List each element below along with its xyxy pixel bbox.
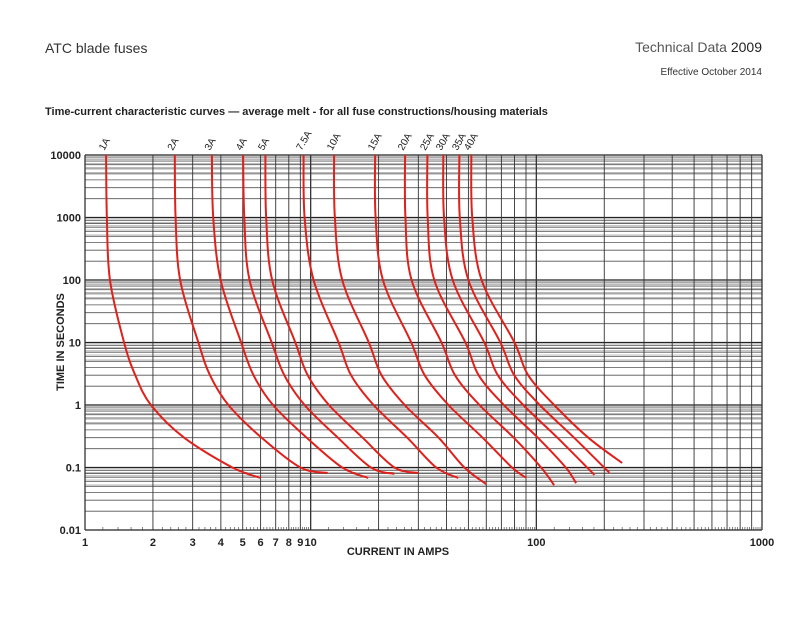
y-tick-label: 10	[69, 338, 81, 350]
x-tick-label: 5	[240, 537, 246, 549]
x-tick-label: 1000	[750, 537, 774, 549]
fuse-curve-40A	[470, 154, 623, 464]
x-tick-label: 2	[150, 537, 156, 549]
y-tick-label: 1000	[57, 213, 81, 225]
y-axis-label: TIME IN SECONDS	[55, 293, 67, 391]
x-axis-label: CURRENT IN AMPS	[347, 546, 449, 558]
fuse-curve-35A	[458, 154, 611, 474]
x-tick-label: 1	[82, 537, 88, 549]
y-tick-label: 0.1	[66, 463, 81, 475]
x-tick-label: 3	[190, 537, 196, 549]
fuse-curve-5A	[264, 154, 419, 474]
curve-label-5A: 5A	[256, 136, 272, 152]
grid	[84, 154, 763, 531]
y-tick-label: 0.01	[60, 525, 81, 537]
curve-label-10A: 10A	[325, 131, 344, 152]
x-tick-label: 7	[273, 537, 279, 549]
y-tick-label: 100	[63, 275, 81, 287]
fuse-curve-4A	[242, 154, 395, 475]
fuse-curve-20A	[403, 154, 556, 486]
fuse-curve-10A	[333, 154, 487, 486]
y-tick-label: 1	[75, 400, 81, 412]
curve-label-25A: 25A	[418, 131, 437, 152]
x-tick-label: 8	[286, 537, 292, 549]
curve-label-3A: 3A	[203, 136, 219, 152]
document-title: ATC blade fuses	[45, 40, 148, 56]
chart-title: Time-current characteristic curves — ave…	[45, 106, 548, 118]
curve-label-7.5A: 7.5A	[295, 129, 315, 153]
technical-data-label: Technical Data 2009	[635, 39, 762, 55]
x-tick-label: 10	[305, 537, 317, 549]
x-tick-label: 6	[258, 537, 264, 549]
curve-label-2A: 2A	[166, 136, 182, 152]
technical-data-text: Technical Data	[635, 39, 727, 55]
effective-date: Effective October 2014	[660, 67, 762, 78]
x-tick-label: 100	[527, 537, 545, 549]
fuse-curve-7.5A	[302, 154, 459, 479]
x-tick-label: 4	[218, 537, 225, 549]
curve-label-15A: 15A	[366, 131, 385, 152]
fuse-curve-3A	[210, 154, 369, 479]
curve-label-40A: 40A	[462, 131, 481, 152]
curve-label-4A: 4A	[234, 136, 250, 152]
fuse-curve-25A	[426, 154, 577, 484]
fuse-curve-30A	[442, 154, 596, 476]
fuse-curve-1A	[105, 154, 261, 479]
curve-label-1A: 1A	[97, 136, 113, 152]
technical-data-number: 2009	[730, 39, 762, 55]
fuse-curve-15A	[373, 154, 527, 479]
curve-label-20A: 20A	[396, 131, 415, 152]
fuse-curve-2A	[173, 154, 328, 474]
y-tick-label: 10000	[50, 150, 81, 162]
x-tick-label: 9	[297, 537, 303, 549]
curve-label-30A: 30A	[434, 131, 453, 152]
